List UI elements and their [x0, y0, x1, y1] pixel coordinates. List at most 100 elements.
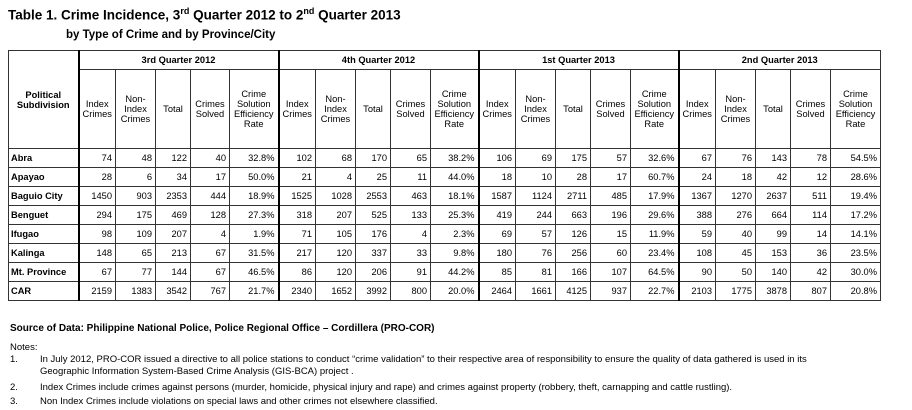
table-cell: 166: [555, 262, 591, 282]
note-2: 2. Index Crimes include crimes against pe…: [10, 382, 732, 394]
table-cell: 2711: [555, 186, 591, 206]
column-header: Crimes Solved: [390, 69, 431, 149]
table-cell: 148: [77, 243, 116, 263]
table-cell: 54.5%: [830, 148, 881, 168]
table-cell: 133: [390, 205, 431, 225]
table-cell: 663: [555, 205, 591, 225]
table-cell: 57: [515, 224, 556, 244]
table-cell: 42: [790, 262, 831, 282]
source-of-data: Source of Data: Philippine National Poli…: [10, 323, 435, 334]
political-subdivision-header: Political Subdivision: [8, 50, 79, 149]
table-cell: 12: [790, 167, 831, 187]
column-header: Crime Solution Efficiency Rate: [430, 69, 479, 149]
table-cell: 24: [677, 167, 716, 187]
table-row: Abra 74 48 122 40 32.8% 102 68 170 65 38.2% 106 69 17…: [8, 148, 881, 168]
table-cell: 65: [115, 243, 156, 263]
table-cell: 1450: [77, 186, 116, 206]
crime-incidence-table: Political Subdivision 3rd Quarter 2012 4t…: [8, 50, 881, 301]
province-name: Mt. Province: [8, 262, 79, 282]
table-cell: 767: [190, 281, 230, 301]
table-cell: 28: [555, 167, 591, 187]
table-cell: 2553: [355, 186, 391, 206]
note-number: 2.: [10, 382, 18, 393]
table-cell: 19.4%: [830, 186, 881, 206]
table-cell: 28: [77, 167, 116, 187]
table-cell: 44.0%: [430, 167, 479, 187]
table-cell: 1028: [315, 186, 356, 206]
table-cell: 98: [77, 224, 116, 244]
table-cell: 23.5%: [830, 243, 881, 263]
note-continuation: Geographic Information System-Based Crim…: [40, 366, 354, 377]
note-number: 3.: [10, 396, 18, 407]
table-cell: 67: [77, 262, 116, 282]
table-cell: 525: [355, 205, 391, 225]
table-cell: 388: [677, 205, 716, 225]
table-cell: 91: [390, 262, 431, 282]
table-cell: 14.1%: [830, 224, 881, 244]
table-cell: 122: [155, 148, 191, 168]
note-number: 1.: [10, 354, 18, 365]
table-cell: 21: [277, 167, 316, 187]
province-name: Kalinga: [8, 243, 79, 263]
table-cell: 17: [190, 167, 230, 187]
table-cell: 196: [590, 205, 631, 225]
table-cell: 3542: [155, 281, 191, 301]
table-cell: 36: [790, 243, 831, 263]
table-cell: 31.5%: [229, 243, 279, 263]
table-cell: 33: [390, 243, 431, 263]
table-cell: 1270: [715, 186, 756, 206]
table-cell: 30.0%: [830, 262, 881, 282]
table-cell: 17.9%: [630, 186, 679, 206]
table-cell: 60: [590, 243, 631, 263]
table-cell: 17.2%: [830, 205, 881, 225]
table-cell: 46.5%: [229, 262, 279, 282]
table-cell: 294: [77, 205, 116, 225]
table-cell: 1367: [677, 186, 716, 206]
table-cell: 1661: [515, 281, 556, 301]
table-cell: 28.6%: [830, 167, 881, 187]
table-cell: 99: [755, 224, 791, 244]
table-row: CAR 2159 1383 3542 767 21.7% 2340 1652 3992 800 20…: [8, 281, 881, 301]
table-cell: 18.9%: [229, 186, 279, 206]
quarter-header: 2nd Quarter 2013: [677, 50, 881, 70]
table-cell: 106: [477, 148, 516, 168]
table-cell: 85: [477, 262, 516, 282]
table-cell: 2103: [677, 281, 716, 301]
table-cell: 1124: [515, 186, 556, 206]
table-cell: 664: [755, 205, 791, 225]
column-header: Total: [555, 69, 591, 149]
table-cell: 207: [155, 224, 191, 244]
column-header: Total: [355, 69, 391, 149]
note-1: 1. In July 2012, PRO-COR issued a directi…: [10, 354, 807, 378]
table-cell: 107: [590, 262, 631, 282]
table-cell: 463: [390, 186, 431, 206]
table-cell: 78: [790, 148, 831, 168]
table-row: Kalinga 148 65 213 67 31.5% 217 120 337 33 9.8% 180…: [8, 243, 881, 263]
table-cell: 44.2%: [430, 262, 479, 282]
table-cell: 15: [590, 224, 631, 244]
province-name: CAR: [8, 281, 79, 301]
table-cell: 175: [115, 205, 156, 225]
table-cell: 1652: [315, 281, 356, 301]
table-row: Benguet 294 175 469 128 27.3% 318 207 525 133 25.3…: [8, 205, 881, 225]
table-cell: 419: [477, 205, 516, 225]
table-cell: 69: [515, 148, 556, 168]
quarter-header: 1st Quarter 2013: [477, 50, 679, 70]
column-header: Crime Solution Efficiency Rate: [630, 69, 679, 149]
table-cell: 469: [155, 205, 191, 225]
table-cell: 485: [590, 186, 631, 206]
table-cell: 38.2%: [430, 148, 479, 168]
table-subtitle: by Type of Crime and by Province/City: [66, 29, 276, 41]
table-cell: 86: [277, 262, 316, 282]
table-cell: 45: [715, 243, 756, 263]
table-cell: 65: [390, 148, 431, 168]
table-cell: 217: [277, 243, 316, 263]
table-cell: 276: [715, 205, 756, 225]
table-cell: 807: [790, 281, 831, 301]
table-cell: 2.3%: [430, 224, 479, 244]
table-cell: 4: [315, 167, 356, 187]
table-cell: 50: [715, 262, 756, 282]
table-cell: 77: [115, 262, 156, 282]
table-cell: 6: [115, 167, 156, 187]
province-name: Apayao: [8, 167, 79, 187]
